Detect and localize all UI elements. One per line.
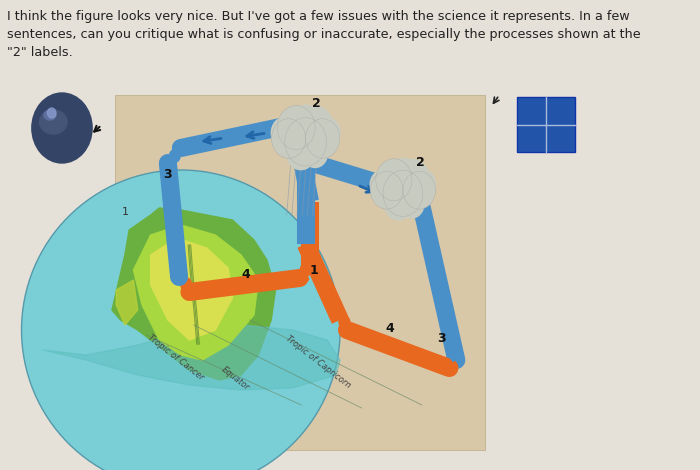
- Circle shape: [271, 117, 299, 149]
- Circle shape: [296, 105, 334, 149]
- Text: 4: 4: [386, 321, 394, 335]
- Polygon shape: [150, 238, 232, 340]
- Text: Tropic of Capricorn: Tropic of Capricorn: [284, 334, 352, 390]
- Circle shape: [300, 264, 311, 276]
- Circle shape: [376, 159, 412, 201]
- Text: Tropic of Cancer: Tropic of Cancer: [146, 333, 206, 382]
- Circle shape: [370, 172, 403, 209]
- Text: Equator: Equator: [220, 365, 251, 392]
- Circle shape: [48, 108, 56, 118]
- Ellipse shape: [40, 110, 67, 134]
- Ellipse shape: [22, 170, 340, 470]
- Circle shape: [285, 118, 326, 166]
- Circle shape: [32, 93, 92, 163]
- Circle shape: [412, 199, 423, 211]
- Bar: [517, 97, 575, 152]
- Bar: [115, 95, 484, 450]
- Circle shape: [277, 105, 315, 149]
- Circle shape: [383, 170, 423, 217]
- Circle shape: [302, 137, 328, 168]
- Text: 3: 3: [438, 331, 446, 345]
- Ellipse shape: [44, 110, 56, 120]
- Circle shape: [447, 354, 457, 366]
- Polygon shape: [134, 225, 258, 360]
- Circle shape: [339, 316, 350, 328]
- Circle shape: [312, 117, 341, 149]
- Text: 3: 3: [164, 169, 172, 181]
- Circle shape: [389, 158, 417, 191]
- Circle shape: [410, 169, 436, 201]
- Circle shape: [384, 187, 413, 221]
- Circle shape: [290, 104, 321, 140]
- Text: 2: 2: [416, 157, 424, 170]
- Circle shape: [399, 189, 425, 219]
- Circle shape: [272, 119, 306, 158]
- Text: 1: 1: [310, 264, 319, 276]
- Polygon shape: [43, 325, 340, 390]
- Text: 2: 2: [312, 96, 321, 110]
- Text: 4: 4: [241, 268, 250, 282]
- Polygon shape: [116, 280, 138, 325]
- Circle shape: [288, 127, 298, 139]
- Circle shape: [394, 159, 430, 201]
- Text: 1: 1: [121, 207, 128, 217]
- Circle shape: [181, 278, 191, 290]
- Text: I think the figure looks very nice. But I've got a few issues with the science i: I think the figure looks very nice. But …: [7, 10, 640, 59]
- Circle shape: [403, 172, 435, 209]
- Circle shape: [169, 150, 180, 162]
- Polygon shape: [112, 208, 276, 380]
- Circle shape: [370, 169, 397, 201]
- Circle shape: [306, 119, 340, 158]
- Circle shape: [286, 135, 316, 171]
- Circle shape: [304, 160, 315, 172]
